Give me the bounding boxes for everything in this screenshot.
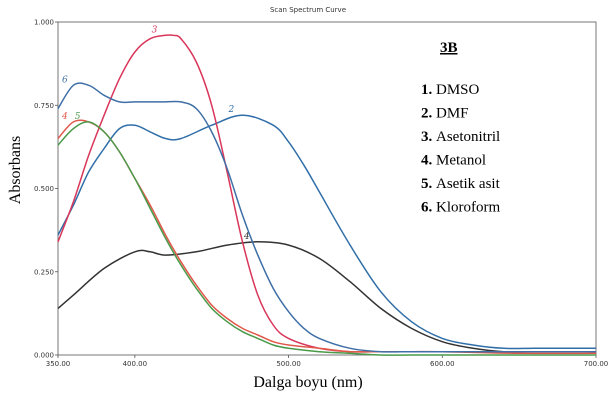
chart-title: Scan Spectrum Curve bbox=[270, 6, 346, 14]
series-line-asetonitril bbox=[57, 34, 596, 353]
legend-item-number: 1. bbox=[421, 82, 436, 98]
legend-item-label: Metanol bbox=[436, 153, 486, 169]
y-tick-label: 0.000 bbox=[34, 352, 54, 360]
y-tick-label: 0.500 bbox=[34, 185, 54, 193]
legend-item-label: Asetik asit bbox=[436, 176, 501, 192]
legend-item: 5. Asetik asit bbox=[421, 176, 501, 192]
curve-number-label: 6 bbox=[62, 75, 68, 85]
legend-item-label: Kloroform bbox=[436, 200, 500, 216]
x-tick-label: 500.00 bbox=[276, 360, 301, 368]
legend-item-number: 3. bbox=[421, 129, 436, 145]
curve-number-label: 5 bbox=[75, 112, 81, 122]
legend-item: 2. DMF bbox=[421, 106, 469, 122]
x-tick-label: 350.00 bbox=[46, 360, 71, 368]
x-tick-label: 700.00 bbox=[584, 360, 608, 368]
curve-number-label: 2 bbox=[227, 105, 234, 115]
series-line-metanol bbox=[57, 119, 597, 355]
curve-number-label: 4 bbox=[61, 112, 68, 122]
x-tick-label: 400.00 bbox=[123, 360, 148, 368]
series-line-dmso bbox=[57, 241, 596, 353]
legend-item: 1. DMSO bbox=[421, 82, 480, 98]
y-tick-label: 1.000 bbox=[34, 19, 54, 27]
legend-item-label: DMSO bbox=[436, 82, 480, 98]
y-tick-label: 0.750 bbox=[34, 102, 54, 110]
legend-item-number: 5. bbox=[421, 176, 436, 192]
legend-item-label: Asetonitril bbox=[436, 129, 500, 145]
series-line-dmf bbox=[57, 114, 596, 350]
curve-number-label: 3 bbox=[152, 25, 158, 35]
legend-item: 3. Asetonitril bbox=[421, 129, 500, 145]
legend-item-number: 6. bbox=[421, 200, 436, 216]
legend-item-label: DMF bbox=[436, 106, 469, 122]
tick-group: 350.00 400.00 500.00 600.00 700.00 0.000 0.250… bbox=[34, 19, 608, 369]
series-line-kloroform bbox=[57, 82, 596, 353]
legend-heading: 3B bbox=[440, 40, 458, 56]
y-axis-label: Absorbans bbox=[7, 136, 24, 204]
legend-item: 6. Kloroform bbox=[421, 200, 500, 216]
legend-item-number: 4. bbox=[421, 153, 436, 169]
curve-number-label: 4 bbox=[243, 232, 250, 242]
legend-item: 4. Metanol bbox=[421, 153, 486, 169]
legend-item-number: 2. bbox=[421, 106, 436, 122]
x-tick-label: 600.00 bbox=[430, 360, 455, 368]
y-tick-label: 0.250 bbox=[34, 268, 54, 276]
plot-frame bbox=[57, 21, 597, 356]
series-line-asetik-asit bbox=[57, 121, 596, 356]
x-axis-label: Dalga boyu (nm) bbox=[253, 374, 362, 391]
